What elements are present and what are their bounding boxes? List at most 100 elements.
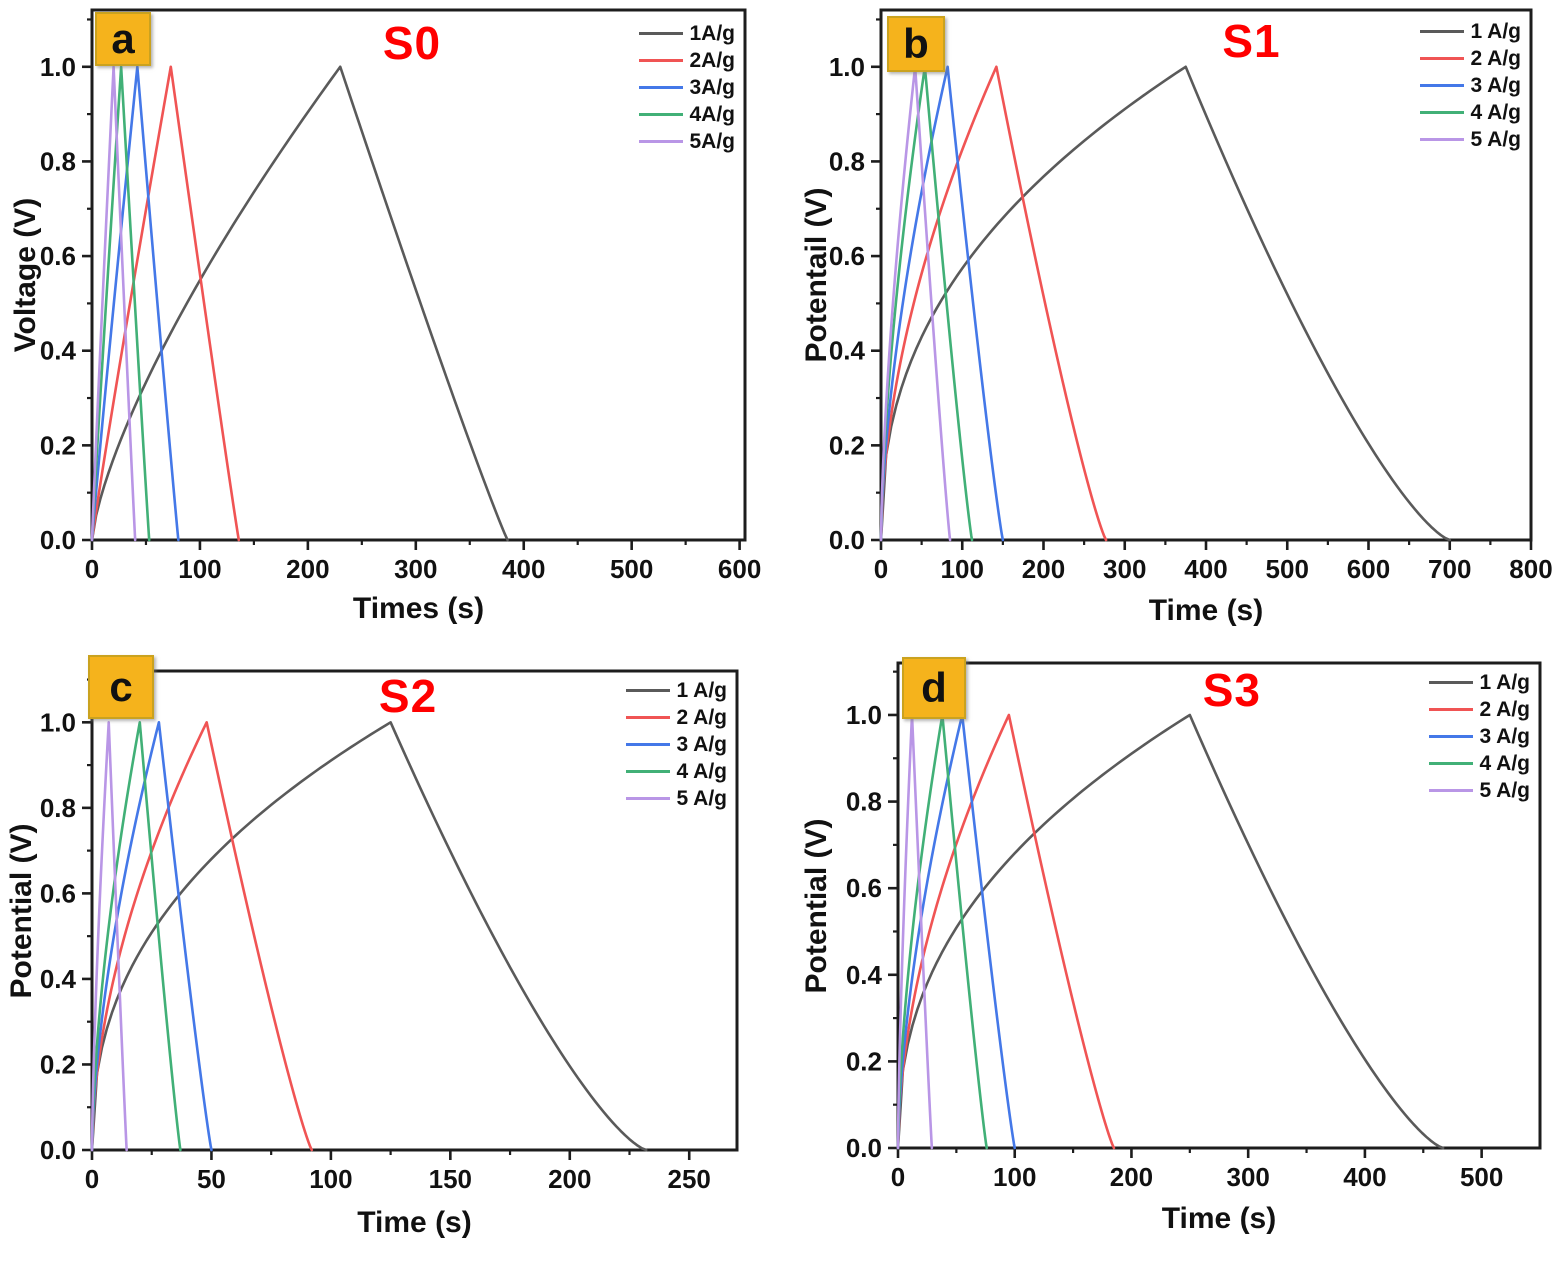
legend-item: 3 A/g bbox=[1420, 74, 1521, 97]
curve-4A/g bbox=[90, 721, 182, 1152]
y-axis-tick-label: 0.6 bbox=[40, 241, 76, 271]
legend-label: 2A/g bbox=[689, 48, 735, 72]
y-axis-tick-label: 0.0 bbox=[829, 525, 865, 555]
panel-b: 0 100 200 300 400 500 600 700 800 0.0 0.2 0.4 0.6 0.8… bbox=[777, 0, 1553, 631]
panel-a-x-axis-label: Times (s) bbox=[352, 592, 485, 625]
legend-item: 1 A/g bbox=[626, 679, 727, 702]
legend-label: 1 A/g bbox=[1470, 19, 1521, 43]
curve-3A/g bbox=[90, 721, 213, 1152]
legend-label: 2 A/g bbox=[1479, 697, 1530, 721]
legend-item: 3 A/g bbox=[1429, 725, 1530, 748]
x-axis-tick-label: 100 bbox=[178, 554, 221, 584]
curve-4A/g bbox=[896, 713, 989, 1150]
legend-swatch bbox=[1420, 57, 1465, 60]
curve-2A/g bbox=[90, 721, 314, 1152]
x-axis-tick-label: 500 bbox=[610, 554, 653, 584]
legend-swatch bbox=[639, 32, 684, 35]
y-axis-tick-label: 0.0 bbox=[40, 1135, 76, 1165]
x-axis-tick-label: 100 bbox=[941, 554, 984, 584]
legend-label: 5 A/g bbox=[1470, 127, 1521, 151]
legend-item: 4 A/g bbox=[1429, 752, 1530, 775]
y-axis-tick-label: 0.8 bbox=[40, 793, 76, 823]
legend-label: 4 A/g bbox=[1470, 100, 1521, 124]
x-axis-tick-label: 500 bbox=[1460, 1162, 1503, 1192]
legend-item: 4A/g bbox=[639, 103, 735, 126]
legend-item: 2 A/g bbox=[1429, 698, 1530, 721]
curve-4A/g bbox=[879, 65, 974, 542]
x-axis-tick-label: 100 bbox=[309, 1164, 352, 1194]
curve-2A/g bbox=[90, 65, 241, 542]
curve-1A/g bbox=[90, 721, 648, 1152]
curve-1A/g bbox=[90, 65, 509, 542]
legend-label: 3A/g bbox=[689, 75, 735, 99]
legend-swatch bbox=[1420, 84, 1465, 87]
x-axis-tick-label: 0 bbox=[874, 554, 888, 584]
legend-label: 1 A/g bbox=[676, 678, 727, 702]
legend-label: 1 A/g bbox=[1479, 670, 1530, 694]
legend-swatch bbox=[626, 743, 671, 746]
y-axis-tick-label: 0.2 bbox=[829, 430, 865, 460]
panel-d-x-axis-label: Time (s) bbox=[1161, 1202, 1277, 1235]
legend-label: 2 A/g bbox=[1470, 46, 1521, 70]
x-axis-tick-label: 200 bbox=[286, 554, 329, 584]
legend-item: 5A/g bbox=[639, 130, 735, 153]
y-axis-tick-label: 0.0 bbox=[846, 1133, 882, 1163]
x-axis-tick-label: 150 bbox=[429, 1164, 472, 1194]
panel-d-y-axis-label: Potential (V) bbox=[800, 817, 833, 994]
plot-frame bbox=[90, 669, 739, 1152]
x-axis-tick-label: 800 bbox=[1509, 554, 1552, 584]
panel-d-letter-badge: d bbox=[902, 657, 966, 719]
legend-swatch bbox=[639, 86, 684, 89]
x-axis-tick-label: 400 bbox=[502, 554, 545, 584]
legend-item: 1 A/g bbox=[1420, 20, 1521, 43]
y-axis-tick-label: 0.0 bbox=[40, 525, 76, 555]
x-axis-tick-label: 0 bbox=[85, 554, 99, 584]
panel-c-x-axis-label: Time (s) bbox=[357, 1206, 472, 1239]
panel-c: 0 50 100 150 200 250 0.0 0.2 0.4 0.6 0.8 1.0 c S2 T… bbox=[0, 631, 777, 1262]
y-axis-tick-label: 0.8 bbox=[846, 787, 882, 817]
legend-swatch bbox=[1429, 762, 1474, 765]
x-axis-tick-label: 100 bbox=[993, 1162, 1036, 1192]
x-axis-tick-label: 300 bbox=[394, 554, 437, 584]
panel-a-legend: 1A/g 2A/g 3A/g 4A/g 5A/g bbox=[639, 22, 735, 153]
y-axis-tick-label: 0.4 bbox=[846, 960, 883, 990]
panel-c-legend: 1 A/g 2 A/g 3 A/g 4 A/g 5 A/g bbox=[626, 679, 727, 810]
y-axis-tick-label: 1.0 bbox=[846, 700, 882, 730]
legend-item: 2A/g bbox=[639, 49, 735, 72]
panel-b-letter-badge: b bbox=[887, 16, 945, 72]
legend-item: 5 A/g bbox=[626, 787, 727, 810]
curve-5A/g bbox=[90, 65, 137, 542]
panel-c-letter-badge: c bbox=[88, 655, 154, 719]
y-axis-tick-label: 0.2 bbox=[40, 430, 76, 460]
legend-swatch bbox=[1429, 681, 1474, 684]
y-axis-tick-label: 0.6 bbox=[829, 241, 865, 271]
legend-label: 2 A/g bbox=[676, 705, 727, 729]
x-axis-tick-label: 600 bbox=[718, 554, 761, 584]
legend-swatch bbox=[639, 59, 684, 62]
x-axis-tick-label: 200 bbox=[548, 1164, 591, 1194]
legend-swatch bbox=[1429, 789, 1474, 792]
panel-b-plot: 0 100 200 300 400 500 600 700 800 0.0 0.2 0.4 0.6 0.8… bbox=[829, 8, 1553, 584]
legend-swatch bbox=[1420, 138, 1465, 141]
y-axis-tick-label: 0.2 bbox=[846, 1046, 882, 1076]
curve-3A/g bbox=[90, 65, 180, 542]
legend-swatch bbox=[639, 113, 684, 116]
x-axis-tick-label: 0 bbox=[891, 1162, 905, 1192]
legend-label: 3 A/g bbox=[1470, 73, 1521, 97]
panel-c-title: S2 bbox=[378, 670, 438, 722]
legend-item: 1 A/g bbox=[1429, 671, 1530, 694]
legend-item: 1A/g bbox=[639, 22, 735, 45]
panel-c-y-axis-label: Potential (V) bbox=[5, 822, 38, 999]
plot-frame bbox=[896, 661, 1542, 1150]
panel-d-title: S3 bbox=[1202, 664, 1261, 716]
y-axis-tick-label: 0.4 bbox=[40, 964, 77, 994]
y-axis-tick-label: 0.8 bbox=[829, 146, 865, 176]
x-axis-tick-label: 200 bbox=[1022, 554, 1065, 584]
x-axis-tick-label: 50 bbox=[197, 1164, 226, 1194]
curve-3A/g bbox=[879, 65, 1005, 542]
curve-1A/g bbox=[879, 65, 1452, 542]
plot-frame bbox=[90, 8, 747, 542]
legend-label: 4 A/g bbox=[1479, 751, 1530, 775]
legend-label: 5 A/g bbox=[676, 786, 727, 810]
x-axis-tick-label: 700 bbox=[1428, 554, 1471, 584]
